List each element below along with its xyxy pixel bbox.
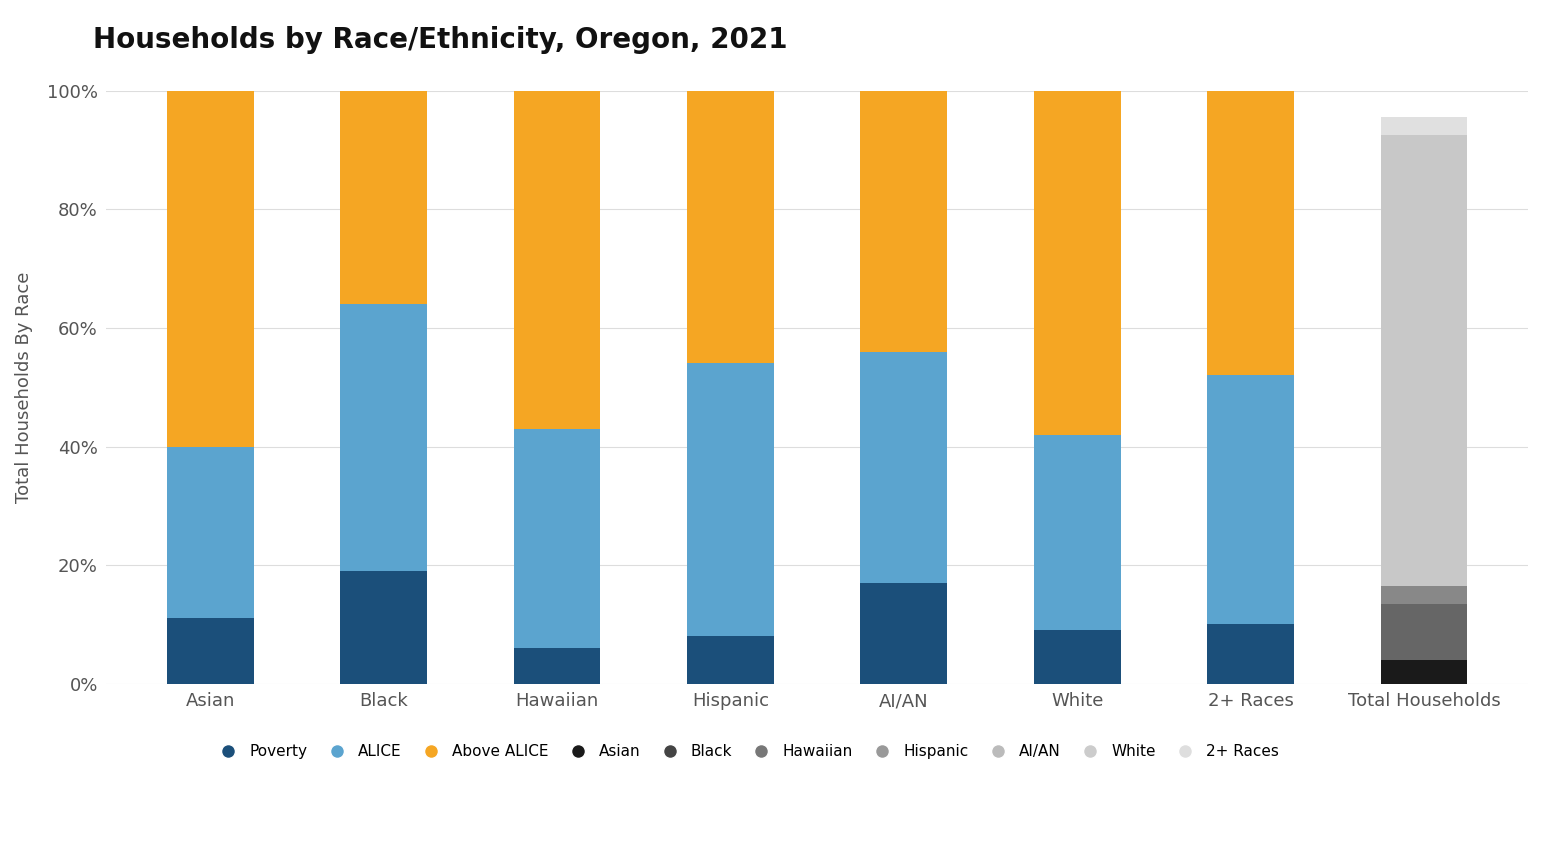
Bar	[687, 637, 773, 684]
Bar	[1381, 660, 1467, 684]
Bar	[341, 571, 427, 684]
Bar	[167, 618, 253, 684]
Bar	[1381, 118, 1467, 135]
Bar	[861, 91, 947, 351]
Bar	[514, 429, 600, 649]
Bar	[514, 649, 600, 684]
Bar	[1381, 135, 1467, 586]
Bar	[341, 304, 427, 571]
Legend: Poverty, ALICE, Above ALICE, Asian, Black, Hawaiian, Hispanic, AI/AN, White, 2+ : Poverty, ALICE, Above ALICE, Asian, Blac…	[207, 738, 1285, 765]
Bar	[1207, 624, 1295, 684]
Bar	[1034, 91, 1120, 435]
Bar	[1381, 604, 1467, 660]
Bar	[1034, 435, 1120, 631]
Bar	[1034, 631, 1120, 684]
Bar	[167, 447, 253, 618]
Text: Households by Race/Ethnicity, Oregon, 2021: Households by Race/Ethnicity, Oregon, 20…	[93, 26, 787, 54]
Bar	[1207, 375, 1295, 624]
Bar	[1207, 91, 1295, 375]
Bar	[167, 91, 253, 447]
Bar	[1381, 586, 1467, 604]
Bar	[687, 91, 773, 363]
Bar	[861, 583, 947, 684]
Y-axis label: Total Households By Race: Total Households By Race	[15, 271, 32, 503]
Bar	[861, 351, 947, 583]
Bar	[514, 91, 600, 429]
Bar	[341, 91, 427, 304]
Bar	[687, 363, 773, 637]
